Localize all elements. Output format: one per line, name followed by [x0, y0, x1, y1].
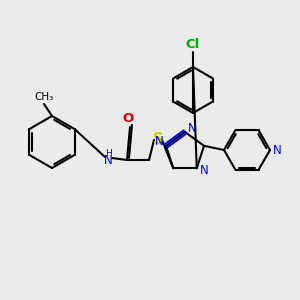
Text: CH₃: CH₃ — [34, 92, 54, 102]
Text: H: H — [105, 149, 111, 158]
Text: N: N — [200, 164, 208, 177]
Text: Cl: Cl — [186, 38, 200, 50]
Text: N: N — [154, 135, 164, 148]
Text: S: S — [153, 133, 163, 148]
Text: O: O — [122, 112, 134, 124]
Text: N: N — [103, 154, 112, 166]
Text: N: N — [273, 143, 281, 157]
Text: N: N — [188, 122, 196, 134]
